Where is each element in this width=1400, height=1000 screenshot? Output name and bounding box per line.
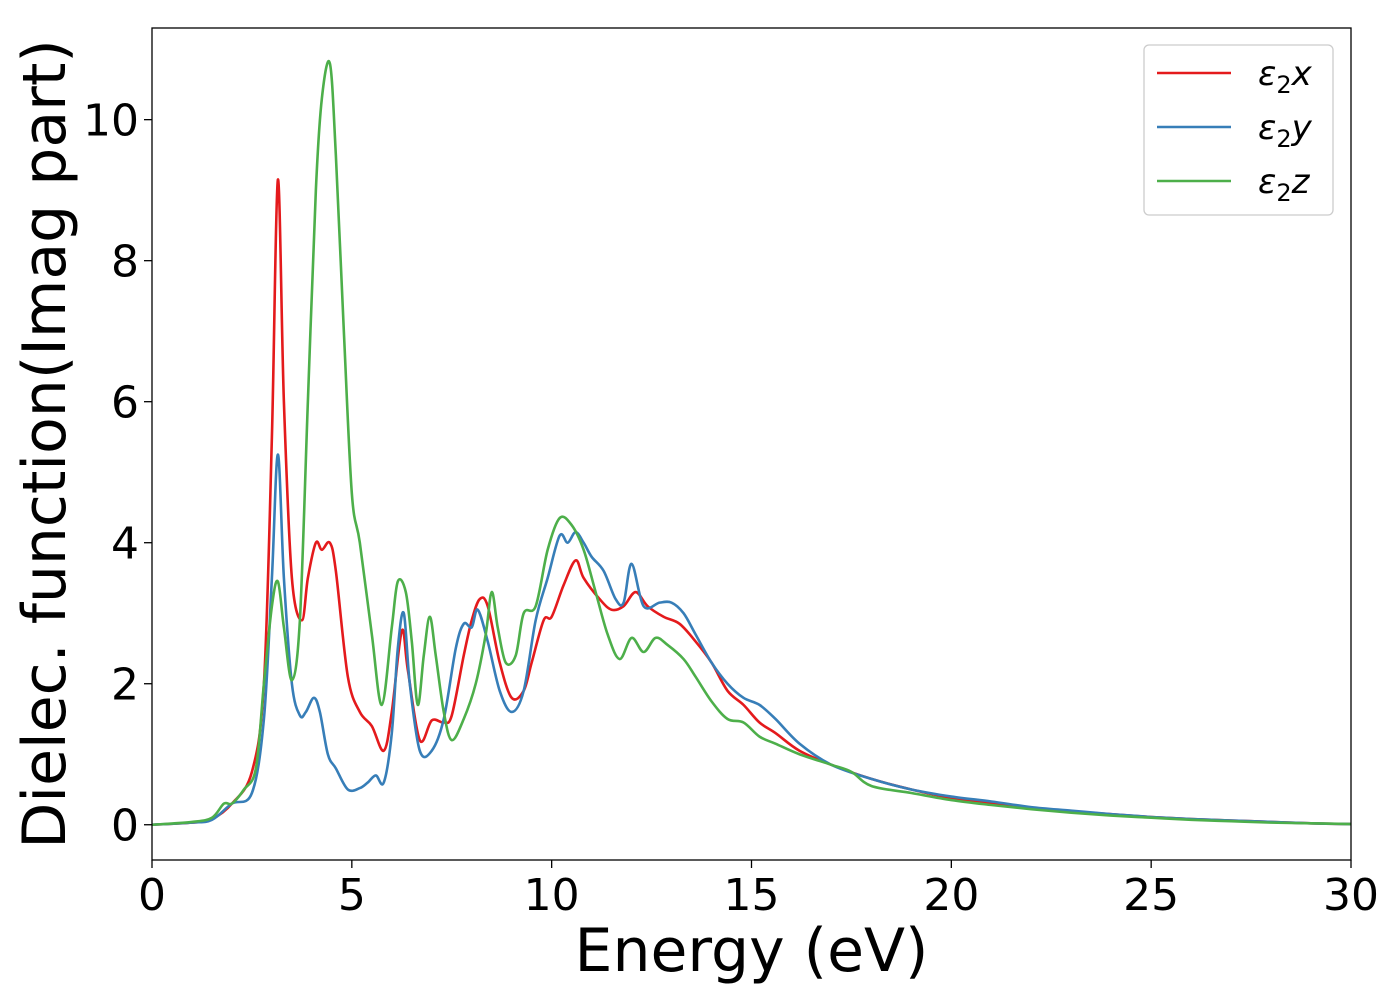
series-layer <box>151 59 1352 827</box>
x-tick-label: 25 <box>1123 870 1179 921</box>
y-tick-label: 6 <box>111 378 139 429</box>
y-tick-label: 10 <box>83 96 139 147</box>
x-tick-label: 5 <box>338 870 366 921</box>
legend-label-x: ε2x <box>1258 54 1313 99</box>
y-tick-label: 4 <box>111 519 139 570</box>
y-tick-label: 2 <box>111 660 139 711</box>
y-axis: 0 2 4 6 8 10 <box>83 96 152 852</box>
y-tick-label: 0 <box>111 801 139 852</box>
x-axis-label: Energy (eV) <box>575 916 929 986</box>
x-tick-label: 15 <box>724 870 780 921</box>
y-tick-label: 8 <box>111 237 139 288</box>
series-line-z <box>151 59 1352 827</box>
series-line-y <box>151 453 1352 827</box>
x-tick-label: 10 <box>524 870 580 921</box>
x-tick-label: 30 <box>1323 870 1379 921</box>
x-axis: 0 5 10 15 20 25 30 <box>138 860 1379 921</box>
legend-label-z: ε2z <box>1258 162 1311 207</box>
y-axis-label: Dielec. function(Imag part) <box>10 39 80 849</box>
x-tick-label: 0 <box>138 870 166 921</box>
legend: ε2x ε2y ε2z <box>1143 44 1334 216</box>
x-tick-label: 20 <box>923 870 979 921</box>
legend-box <box>1143 44 1334 216</box>
legend-label-y: ε2y <box>1258 108 1313 153</box>
